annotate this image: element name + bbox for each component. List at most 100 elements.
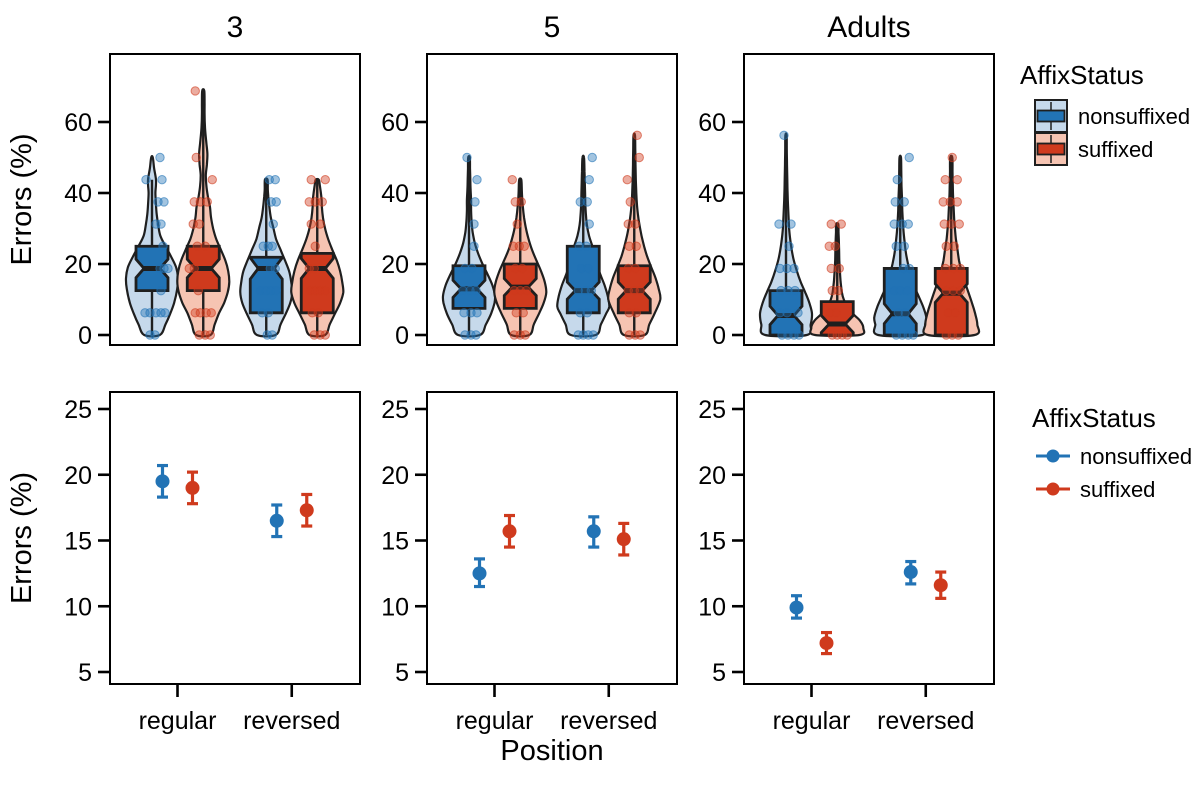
y-tick-label: 0 [712,322,726,350]
jitter-point [630,219,640,229]
jitter-point [191,152,201,163]
jitter-point [775,263,785,274]
violin-panel-3: 0 20 40 60 3 [64,11,361,350]
mean-point-3-regular-suffixed [185,480,200,495]
boxplot-3-reversed-nonsuffixed [248,255,284,315]
jitter-point [200,330,210,340]
y-tick-label: 5 [712,659,726,687]
jitter-point [634,152,644,163]
jitter-point [472,174,482,185]
jitter-point [940,263,950,274]
jitter-point [266,197,276,207]
violin-panel-Adults: 0 20 40 60 Adults [698,11,995,350]
jitter-point [193,285,203,296]
y-tick-label: 10 [698,593,726,621]
legend-label: nonsuffixed [1078,104,1190,129]
jitter-point [832,330,842,340]
y-tick-label: 15 [698,528,726,556]
jitter-point [782,263,792,274]
jitter-point [623,219,633,229]
y-tick-label: 60 [381,109,409,137]
jitter-point [266,285,276,296]
jitter-point [192,241,202,251]
jitter-point [320,330,330,340]
jitter-point [518,308,528,318]
jitter-point [150,330,160,340]
jitter-point [573,285,583,296]
jitter-point [315,330,325,340]
jitter-point [470,197,480,207]
boxplot-3-reversed-suffixed [299,251,335,315]
jitter-point [265,263,275,274]
jitter-point [794,330,804,340]
y-tick-label: 10 [64,593,92,621]
jitter-points [140,86,330,340]
jitter-point [635,285,645,296]
y-tick-label: 25 [64,396,92,424]
jitter-point [955,263,965,274]
jitter-point [313,308,323,318]
jitter-point [507,174,517,185]
jitter-point [458,285,468,296]
y-tick-label: 15 [381,528,409,556]
jitter-point [904,152,914,163]
panel-border [743,391,995,685]
jitter-point [156,219,166,229]
jitter-point [519,241,529,251]
y-tick-label: 20 [698,251,726,279]
jitter-point [945,197,955,207]
legend-violin: AffixStatus nonsuffixed suffixed [1020,60,1190,166]
jitter-point [842,330,852,340]
jitter-point [309,263,319,274]
jitter-point [631,308,641,318]
jitter-point [584,219,594,229]
jitter-point [472,308,482,318]
jitter-point [510,263,520,274]
jitter-point [267,241,277,251]
jitter-point [514,241,524,251]
jitter-point [948,263,958,274]
jitter-point [310,285,320,296]
jitter-point [270,263,280,274]
jitter-point [258,241,268,251]
boxplot-Adults-reversed-nonsuffixed [882,267,918,337]
jitter-point [521,285,531,296]
jitter-point [201,308,211,318]
jitter-point [779,130,789,141]
jitter-point [471,285,481,296]
facet-title: Adults [827,11,910,44]
y-tick-label: 0 [78,322,92,350]
violin-panel-5: 0 20 40 60 5 [381,11,678,350]
jitter-point [515,330,525,340]
legend-label: nonsuffixed [1080,444,1192,469]
legend-key-point [1046,449,1060,463]
pointrange-panel-5: 5 10 15 20 25 regular reversed [381,391,678,735]
jitter-point [938,197,948,207]
jitter-point [834,263,844,274]
jitter-point [582,308,592,318]
jitter-point [625,197,635,207]
jitter-point [202,197,212,207]
jitter-point [310,241,320,251]
mean-point-5-regular-nonsuffixed [472,566,487,581]
y-tick-label: 15 [64,528,92,556]
jitter-point [830,241,840,251]
jitter-point [268,219,278,229]
jitter-point [774,219,784,229]
legend-label: suffixed [1078,137,1153,162]
jitter-point [584,174,594,185]
legend-title: AffixStatus [1020,60,1144,90]
jitter-point [315,219,325,229]
jitter-point [194,219,204,229]
y-tick-label: 40 [698,180,726,208]
jitter-point [158,241,168,251]
jitter-point [574,241,584,251]
jitter-point [833,285,843,296]
jitter-point [622,174,632,185]
jitter-point [826,263,836,274]
y-tick-label: 20 [64,462,92,490]
y-tick-label: 20 [64,251,92,279]
jitter-point [159,197,169,207]
jitter-point [460,263,470,274]
